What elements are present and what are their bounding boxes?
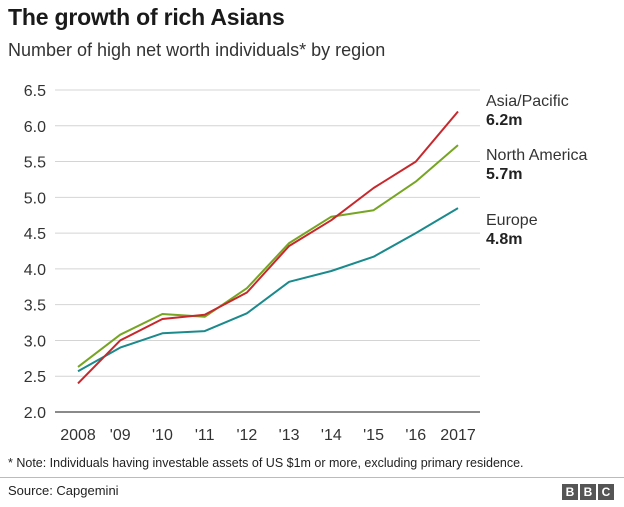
y-tick-label: 5.0 <box>24 190 46 207</box>
x-tick-label: 2017 <box>440 427 476 444</box>
line-chart: 2.0 2.5 3.0 3.5 4.0 4.5 5.0 5.5 6.0 6.5 2008 '09 '1… <box>24 83 588 444</box>
series-line-europe <box>77 207 459 373</box>
series-value-label: 4.8m <box>486 231 522 248</box>
series-labels: Asia/Pacific 6.2m North America 5.7m Europe 4… <box>486 93 587 248</box>
footer-divider <box>0 477 624 478</box>
chart-title: The growth of rich Asians <box>8 4 285 30</box>
series-label: North America <box>486 147 587 164</box>
series-line-asia-pacific <box>77 110 459 385</box>
y-tick-label: 4.5 <box>24 226 46 243</box>
y-tick-label: 4.0 <box>24 262 46 279</box>
x-tick-label: 2008 <box>60 427 96 444</box>
x-axis-ticks: 2008 '09 '10 '11 '12 '13 '14 '15 '16 2017 <box>60 427 476 444</box>
series-label: Europe <box>486 212 538 229</box>
series-value-label: 5.7m <box>486 166 522 183</box>
y-tick-label: 6.5 <box>24 83 46 100</box>
x-tick-label: '09 <box>110 427 131 444</box>
series-line-north-america <box>77 144 459 368</box>
series-lines <box>77 110 459 385</box>
x-tick-label: '15 <box>363 427 384 444</box>
x-tick-label: '13 <box>279 427 300 444</box>
y-tick-label: 6.0 <box>24 119 46 136</box>
x-tick-label: '10 <box>152 427 173 444</box>
series-label: Asia/Pacific <box>486 93 569 110</box>
y-axis-ticks: 2.0 2.5 3.0 3.5 4.0 4.5 5.0 5.5 6.0 6.5 <box>24 83 46 422</box>
bbc-logo-letter: C <box>598 484 614 500</box>
y-tick-label: 2.5 <box>24 369 46 386</box>
y-tick-label: 2.0 <box>24 405 46 422</box>
x-tick-label: '11 <box>195 427 215 444</box>
source-label: Source: Capgemini <box>8 483 119 498</box>
footnote: * Note: Individuals having investable as… <box>8 456 524 470</box>
bbc-logo: B B C <box>562 484 614 500</box>
gridlines <box>55 89 480 413</box>
x-tick-label: '14 <box>321 427 342 444</box>
series-value-label: 6.2m <box>486 112 522 129</box>
x-tick-label: '12 <box>236 427 257 444</box>
bbc-logo-letter: B <box>562 484 578 500</box>
y-tick-label: 3.0 <box>24 333 46 350</box>
bbc-logo-letter: B <box>580 484 596 500</box>
y-tick-label: 3.5 <box>24 298 46 315</box>
chart-subtitle: Number of high net worth individuals* by… <box>8 40 386 60</box>
x-tick-label: '16 <box>405 427 426 444</box>
y-tick-label: 5.5 <box>24 155 46 172</box>
